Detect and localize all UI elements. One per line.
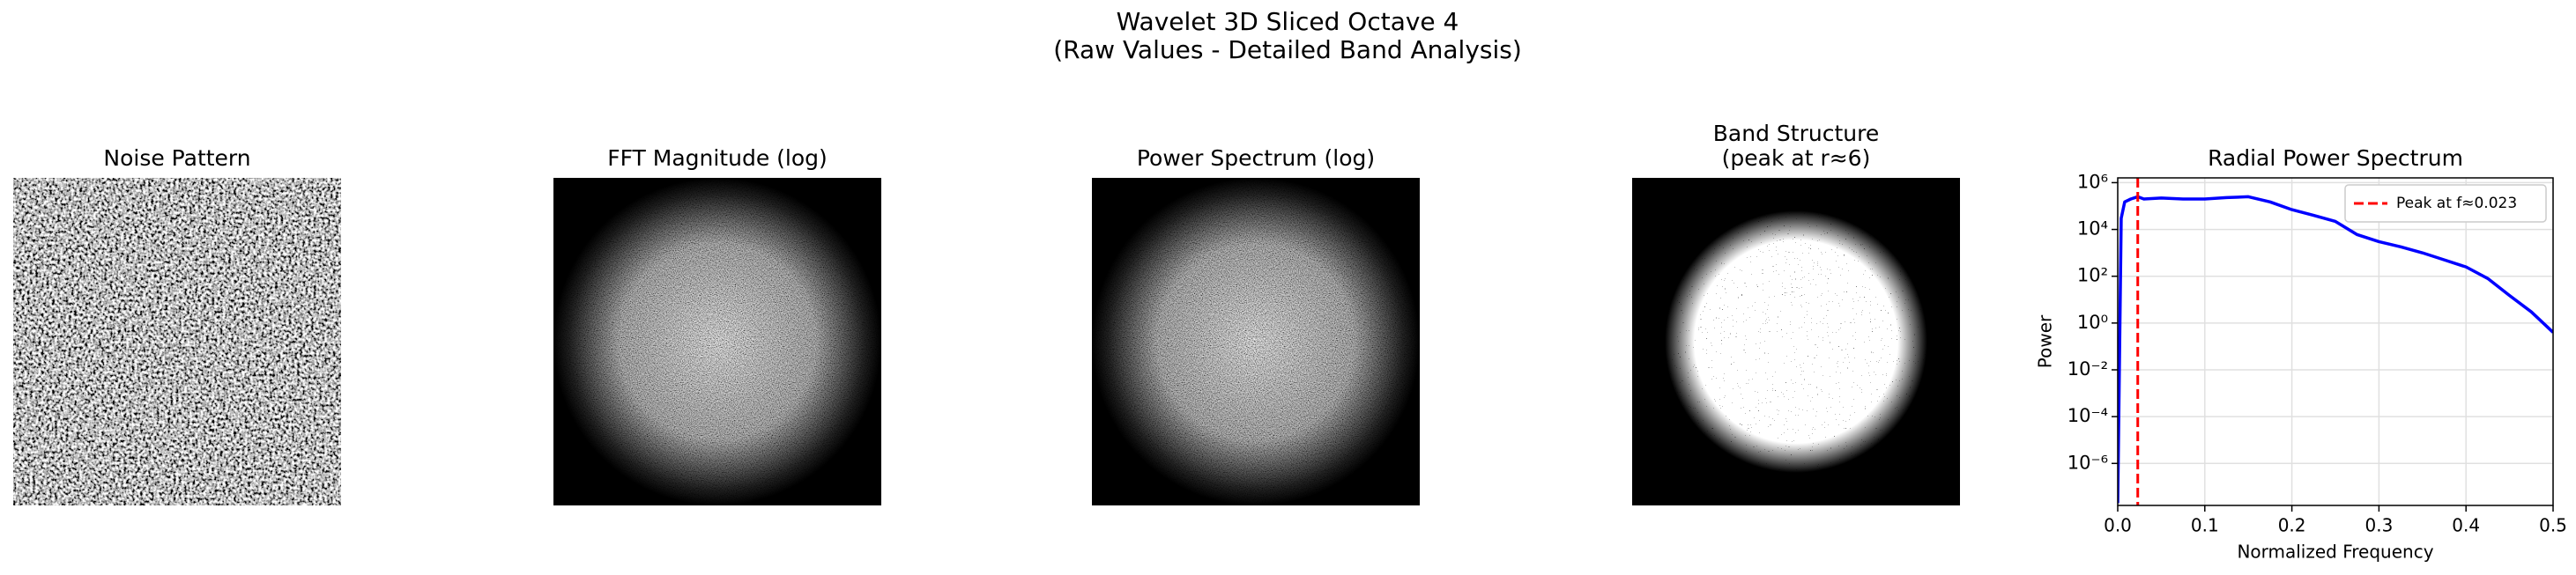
y-tick-label: 10⁻⁴ [2067,405,2108,426]
plot-area [2118,178,2553,505]
x-tick-label: 0.4 [2452,515,2480,536]
legend-box [2344,184,2547,223]
y-axis-label: Power [2035,314,2056,368]
figure-title: Wavelet 3D Sliced Octave 4 [1117,7,1459,36]
y-tick-label: 10⁻⁶ [2067,452,2108,473]
spectrum-image [553,178,881,505]
panel-title: Power Spectrum (log) [1137,145,1375,171]
x-tick-label: 0.5 [2539,515,2567,536]
legend-label: Peak at f≈0.023 [2396,195,2517,212]
spectrum-texture [553,178,881,505]
panel-title: Radial Power Spectrum [2208,145,2463,171]
band-texture [1632,178,1960,505]
panel-title: Band Structure [1713,121,1879,146]
x-tick-label: 0.3 [2364,515,2393,536]
y-tick-label: 10⁰ [2077,312,2108,333]
y-tick-label: 10⁴ [2077,218,2108,240]
x-axis-label: Normalized Frequency [2237,542,2433,563]
panel-title: Noise Pattern [103,145,250,171]
line-series [2118,195,2553,504]
figure-subtitle: (Raw Values - Detailed Band Analysis) [1053,35,1522,64]
panel-subtitle: (peak at r≈6) [1722,145,1871,171]
spectrum-texture [1092,178,1420,505]
band-image [1632,178,1960,505]
y-tick-label: 10² [2077,265,2108,286]
x-tick-label: 0.0 [2104,515,2132,536]
noise-image [13,178,341,505]
x-tick-label: 0.1 [2191,515,2219,536]
spectrum-image [1092,178,1420,505]
x-tick-label: 0.2 [2278,515,2306,536]
y-tick-label: 10⁻² [2067,358,2108,380]
plot-frame [2117,177,2554,506]
y-tick-label: 10⁶ [2077,171,2108,192]
panel-title: FFT Magnitude (log) [607,145,828,171]
